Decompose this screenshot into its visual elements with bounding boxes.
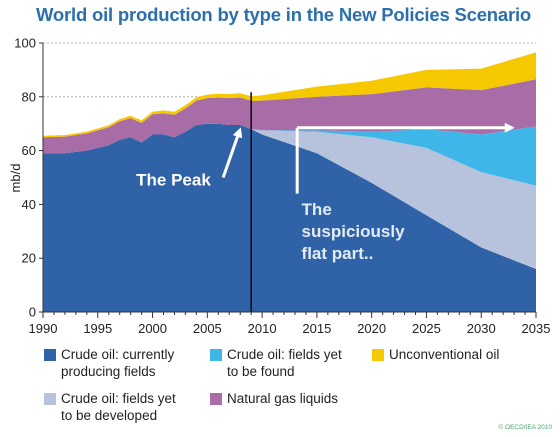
legend-label: Unconventional oil <box>389 346 499 363</box>
x-tick-label: 2015 <box>302 321 331 336</box>
legend-item: Unconventional oil <box>372 346 537 382</box>
area-series-2 <box>43 123 536 269</box>
flat-label-line-1: The <box>302 200 332 219</box>
copyright-text: © OECD/IEA 2010 <box>498 424 552 431</box>
x-tick-labels: 1990 1995 2000 2005 2010 2015 2020 2025 2030 2035 <box>29 312 551 336</box>
legend-label-line2: to be found <box>227 364 295 379</box>
legend-item: Crude oil: currently producing fields <box>44 346 209 382</box>
legend-label-line1: Crude oil: currently <box>61 347 175 362</box>
legend-swatch <box>372 349 384 361</box>
y-tick-label: 60 <box>22 143 36 158</box>
y-tick-label: 0 <box>29 305 36 320</box>
legend-label: Crude oil: currently producing fields <box>61 346 174 380</box>
peak-arrow <box>221 127 243 178</box>
flat-label-line-3: flat part.. <box>302 244 374 263</box>
legend-swatch <box>44 393 56 405</box>
legend-label-line1: Natural gas liquids <box>227 391 339 406</box>
legend-label: Natural gas liquids <box>227 390 338 407</box>
legend-label-line2: to be developed <box>61 408 158 423</box>
legend-label-line1: Unconventional oil <box>389 347 500 362</box>
legend-item: Crude oil: fields yet to be found <box>210 346 375 382</box>
area-series-1 <box>43 123 536 312</box>
legend-swatch <box>210 349 222 361</box>
legend-item: Crude oil: fields yet to be developed <box>44 390 209 426</box>
area-series-3 <box>43 123 536 186</box>
legend-label: Crude oil: fields yet to be found <box>227 346 342 380</box>
area-series <box>43 52 536 312</box>
y-tick-label: 80 <box>22 89 36 104</box>
y-tick-label: 40 <box>22 197 36 212</box>
legend-label-line1: Crude oil: fields yet <box>61 391 176 406</box>
x-tick-label: 2000 <box>138 321 167 336</box>
legend-label-line1: Crude oil: fields yet <box>227 347 342 362</box>
y-axis-label: mb/d <box>8 164 23 193</box>
flat-label-line-2: suspiciously <box>302 222 406 241</box>
x-tick-label: 2025 <box>412 321 441 336</box>
legend-swatch <box>44 349 56 361</box>
legend-label-line2: producing fields <box>61 364 156 379</box>
x-tick-label: 1990 <box>29 321 58 336</box>
legend-swatch <box>210 393 222 405</box>
chart-title: World oil production by type in the New … <box>36 4 532 25</box>
area-series-4 <box>43 79 536 154</box>
x-tick-label: 1995 <box>83 321 112 336</box>
x-tick-label: 2005 <box>193 321 222 336</box>
axes <box>42 43 536 313</box>
annotations: The Peak The suspiciously flat part.. <box>136 122 515 263</box>
peak-label: The Peak <box>136 171 211 190</box>
x-tick-label: 2030 <box>467 321 496 336</box>
x-tick-label: 2010 <box>248 321 277 336</box>
x-tick-label: 2020 <box>357 321 386 336</box>
area-series-5 <box>43 52 536 138</box>
legend-item: Natural gas liquids <box>210 390 375 426</box>
y-tick-label: 100 <box>14 36 36 51</box>
x-tick-label: 2035 <box>522 321 551 336</box>
legend-label: Crude oil: fields yet to be developed <box>61 390 176 424</box>
y-tick-label: 20 <box>22 251 36 266</box>
y-tick-labels: 0 20 40 60 80 100 <box>14 36 43 320</box>
